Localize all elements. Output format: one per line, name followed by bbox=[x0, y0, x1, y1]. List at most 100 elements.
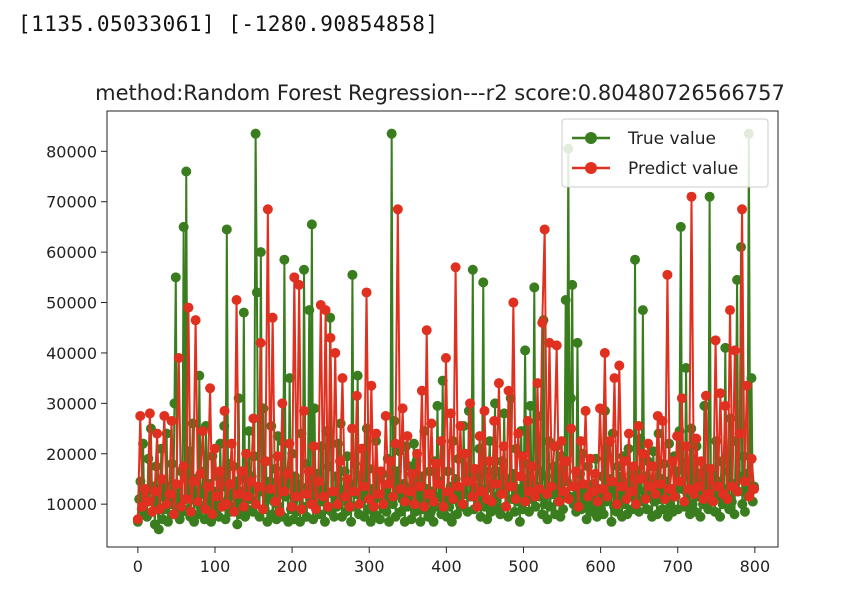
data-point bbox=[660, 494, 671, 505]
data-point bbox=[349, 486, 360, 497]
data-point bbox=[319, 516, 330, 527]
data-point bbox=[633, 421, 644, 432]
data-point bbox=[499, 408, 510, 419]
data-point bbox=[687, 499, 698, 510]
data-point bbox=[515, 471, 526, 482]
data-point bbox=[546, 481, 557, 492]
data-point bbox=[428, 496, 439, 507]
data-point bbox=[255, 247, 266, 258]
data-point bbox=[715, 511, 726, 522]
data-point bbox=[696, 456, 707, 467]
data-point bbox=[739, 506, 750, 517]
data-point bbox=[715, 388, 726, 399]
data-point bbox=[478, 277, 489, 288]
data-point bbox=[489, 415, 500, 426]
data-point bbox=[193, 496, 204, 507]
data-point bbox=[592, 496, 603, 507]
y-tick-label: 20000 bbox=[46, 445, 97, 464]
data-point bbox=[408, 438, 419, 449]
data-point bbox=[602, 491, 613, 502]
data-point bbox=[626, 486, 637, 497]
data-point bbox=[453, 481, 464, 492]
data-point bbox=[416, 385, 427, 396]
data-point bbox=[195, 468, 206, 479]
data-point bbox=[397, 403, 408, 414]
data-point bbox=[176, 501, 187, 512]
data-point bbox=[544, 501, 555, 512]
data-point bbox=[140, 484, 151, 495]
data-point bbox=[378, 499, 389, 510]
data-point bbox=[549, 441, 560, 452]
data-point bbox=[496, 489, 507, 500]
data-point bbox=[200, 504, 211, 515]
data-point bbox=[238, 501, 249, 512]
data-point bbox=[568, 481, 579, 492]
data-point bbox=[681, 363, 692, 374]
data-point bbox=[291, 491, 302, 502]
data-point bbox=[604, 436, 615, 447]
y-tick-label: 80000 bbox=[46, 142, 97, 161]
x-tick-label: 700 bbox=[662, 557, 693, 576]
data-point bbox=[737, 204, 748, 215]
data-point bbox=[681, 441, 692, 452]
data-point bbox=[265, 484, 276, 495]
data-point bbox=[640, 494, 651, 505]
data-point bbox=[361, 287, 372, 298]
data-point bbox=[695, 511, 706, 522]
data-point bbox=[180, 494, 191, 505]
data-point bbox=[597, 484, 608, 495]
data-point bbox=[153, 524, 164, 535]
data-point bbox=[643, 438, 654, 449]
data-point bbox=[178, 461, 189, 472]
data-point bbox=[296, 504, 307, 515]
x-axis-ticks: 0 100 200 300 400 500 600 700 800 bbox=[133, 547, 770, 576]
data-point bbox=[595, 403, 606, 414]
data-point bbox=[402, 431, 413, 442]
data-point bbox=[332, 499, 343, 510]
data-point bbox=[607, 476, 618, 487]
data-point bbox=[501, 501, 512, 512]
x-tick-label: 100 bbox=[200, 557, 231, 576]
data-point bbox=[385, 456, 396, 467]
data-point bbox=[657, 504, 668, 515]
data-point bbox=[734, 428, 745, 439]
data-point bbox=[327, 486, 338, 497]
data-point bbox=[272, 451, 283, 462]
data-point bbox=[498, 441, 509, 452]
data-point bbox=[383, 478, 394, 489]
data-point bbox=[537, 317, 548, 328]
data-point bbox=[566, 423, 577, 434]
data-point bbox=[301, 489, 312, 500]
data-point bbox=[262, 204, 273, 215]
data-point bbox=[251, 287, 262, 298]
data-point bbox=[426, 418, 437, 429]
y-axis-ticks: 10000 20000 30000 40000 50000 60000 70000 80000 bbox=[46, 142, 107, 514]
data-point bbox=[737, 499, 748, 510]
data-point bbox=[162, 516, 173, 527]
data-point bbox=[185, 506, 196, 517]
data-point bbox=[520, 345, 531, 356]
data-point bbox=[313, 476, 324, 487]
data-point bbox=[508, 297, 519, 308]
data-point bbox=[445, 408, 456, 419]
data-point bbox=[421, 325, 432, 336]
data-point bbox=[712, 481, 723, 492]
data-point bbox=[599, 347, 610, 358]
data-point bbox=[705, 463, 716, 474]
data-point bbox=[325, 312, 336, 323]
data-point bbox=[284, 438, 295, 449]
data-point bbox=[555, 511, 566, 522]
data-point bbox=[509, 506, 520, 517]
data-point bbox=[467, 491, 478, 502]
data-point bbox=[170, 272, 181, 283]
data-point bbox=[337, 373, 348, 384]
data-point bbox=[710, 335, 721, 346]
x-tick-label: 600 bbox=[585, 557, 616, 576]
data-point bbox=[389, 415, 400, 426]
data-point bbox=[532, 378, 543, 389]
data-point bbox=[159, 410, 170, 421]
x-tick-label: 200 bbox=[277, 557, 308, 576]
data-point bbox=[598, 509, 609, 520]
data-point bbox=[587, 486, 598, 497]
data-point bbox=[443, 486, 454, 497]
